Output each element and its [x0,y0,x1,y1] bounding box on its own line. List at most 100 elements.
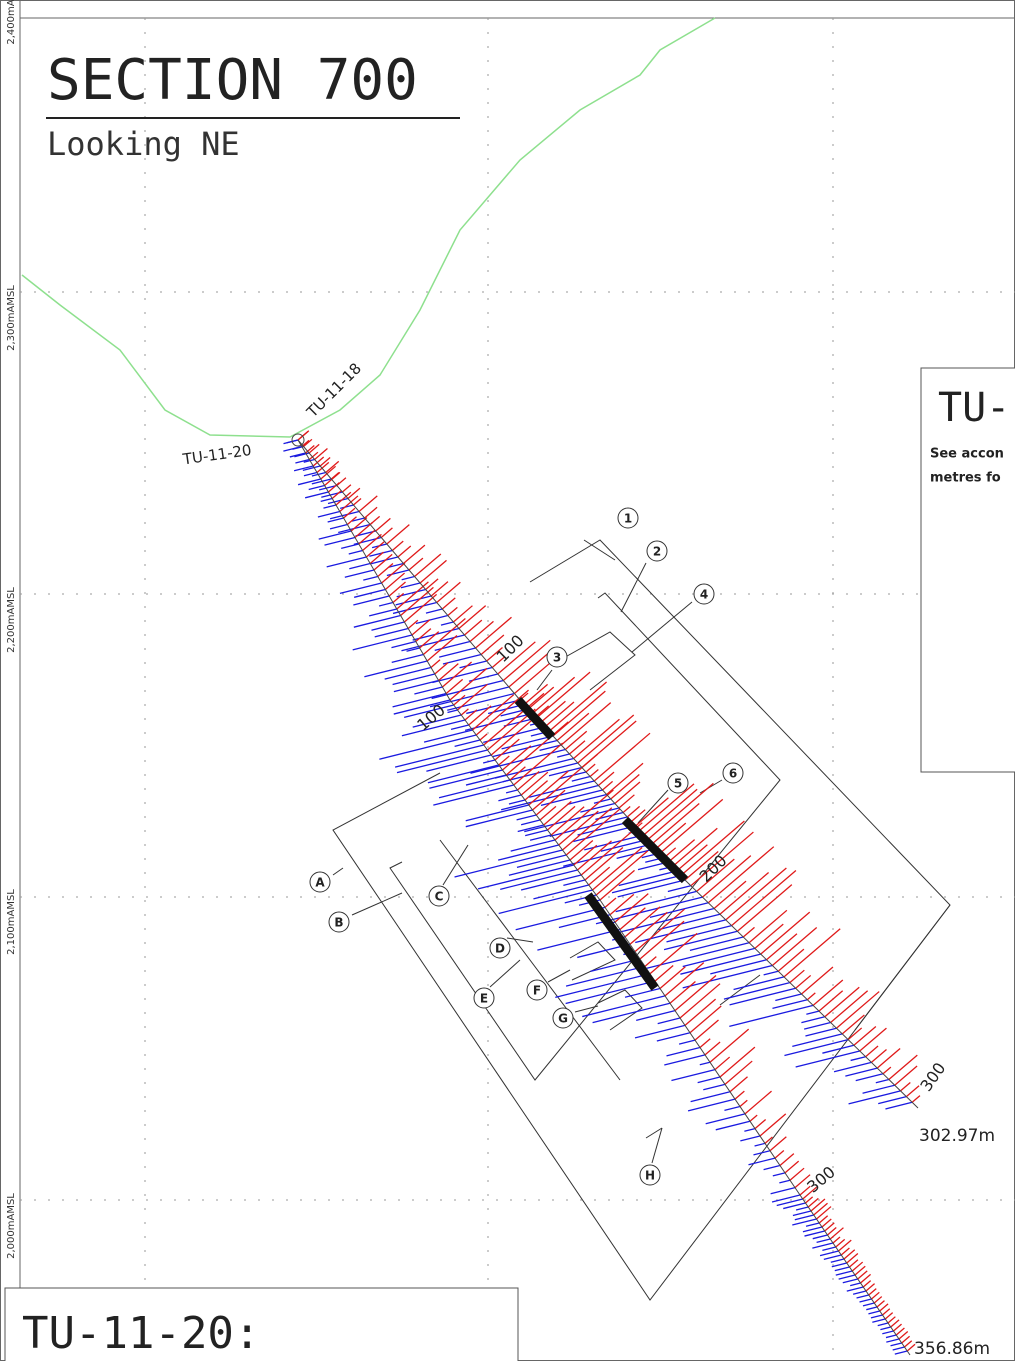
assay-bar [866,1306,878,1311]
callout-circle [328,911,350,933]
elevation-label: 2,300mAMSL [6,285,17,351]
assay-bar [391,540,404,551]
assay-bar [393,679,439,693]
depth-label: 100 [493,631,528,666]
assay-bar [563,843,653,867]
assay-bar [614,781,641,804]
assay-bar [439,647,476,658]
assay-bar [392,601,437,615]
assay-bar [303,458,315,463]
assay-bar [432,666,493,684]
callout-circle [526,979,548,1001]
assay-bar [882,1066,892,1075]
assay-bar [696,858,735,892]
assay-bar [573,844,598,866]
assay-bar [882,1308,891,1316]
assay-bar [724,1105,741,1112]
assay-bar [690,831,754,887]
assay-bar [433,784,514,806]
assay-bar [536,671,591,719]
title: SECTION 700 [47,48,418,113]
callout-label: F [533,984,541,998]
legend-title: TU- [938,385,1010,431]
assay-bar [838,1239,852,1252]
assay-bar [295,458,310,464]
assay-bar [374,627,409,638]
assay-bar [555,973,651,999]
assay-bar [429,769,503,789]
assay-bar [763,970,779,976]
assay-bar [812,979,844,1006]
assay-bar [293,465,314,472]
assay-bar [843,1249,856,1260]
assay-bar [569,740,586,755]
assay-bar [684,998,717,1026]
assay-bar [565,965,646,987]
assay-bar [835,1238,846,1248]
assay-bar [792,1033,843,1048]
assay-bar [341,484,352,493]
assay-bar [498,889,593,915]
assay-bar [318,530,352,540]
assay-bar [626,805,641,818]
assay-bar [763,1164,781,1171]
assay-bar [687,1098,736,1112]
assay-bar [801,966,834,995]
assay-bar [611,874,682,894]
assay-bar [539,805,557,821]
assay-bar [452,605,473,623]
assay-bar [879,1303,889,1312]
assay-bar [624,987,661,998]
assay-bar [818,1215,829,1224]
assay-bar [862,1280,872,1288]
assay-bar [610,774,640,800]
assay-bar [759,1113,787,1137]
assay-bar [426,754,492,772]
assay-bar [894,1350,908,1355]
assay-bar [682,947,756,968]
assay-bar [544,701,575,728]
assay-bar [353,595,390,606]
assay-bar [795,974,812,989]
grid [20,18,1015,1361]
assay-bar [407,619,419,629]
assay-bar [893,1323,902,1332]
assay-bar [846,1252,859,1264]
assay-bar [302,465,321,471]
assay-bar [482,759,496,764]
callout-circle [646,540,668,562]
assay-bar [649,932,698,975]
assay-bar [350,517,368,532]
collar [291,433,305,447]
assay-bar [789,1167,805,1181]
assay-bar [846,1286,864,1292]
assay-bar [438,663,459,681]
callout-label: H [645,1169,655,1183]
assay-bar [358,495,378,512]
assay-bar [352,634,413,651]
assay-bar [659,798,724,854]
assay-bar [406,647,420,652]
assay-bar [558,810,599,846]
assay-bar [822,1044,855,1054]
assay-bar [655,822,687,849]
assay-bar [425,608,443,614]
assay-bar [422,618,466,655]
assay-bar [824,986,860,1018]
assay-bar [904,1340,913,1348]
assay-bar [885,1334,897,1339]
assay-bar [304,491,329,499]
assay-bar [619,907,646,930]
assay-bar [857,1270,868,1280]
assay-bar [475,616,512,649]
assay-bar [440,621,454,626]
assay-bar [397,545,412,558]
assay-bar [447,606,458,616]
assay-bar [415,628,432,642]
assay-bar [649,902,709,919]
assay-bar [427,764,499,784]
assay-bar [676,844,708,872]
assay-bar [804,1230,825,1237]
assay-bar [573,718,620,759]
assay-bar [890,1342,902,1347]
